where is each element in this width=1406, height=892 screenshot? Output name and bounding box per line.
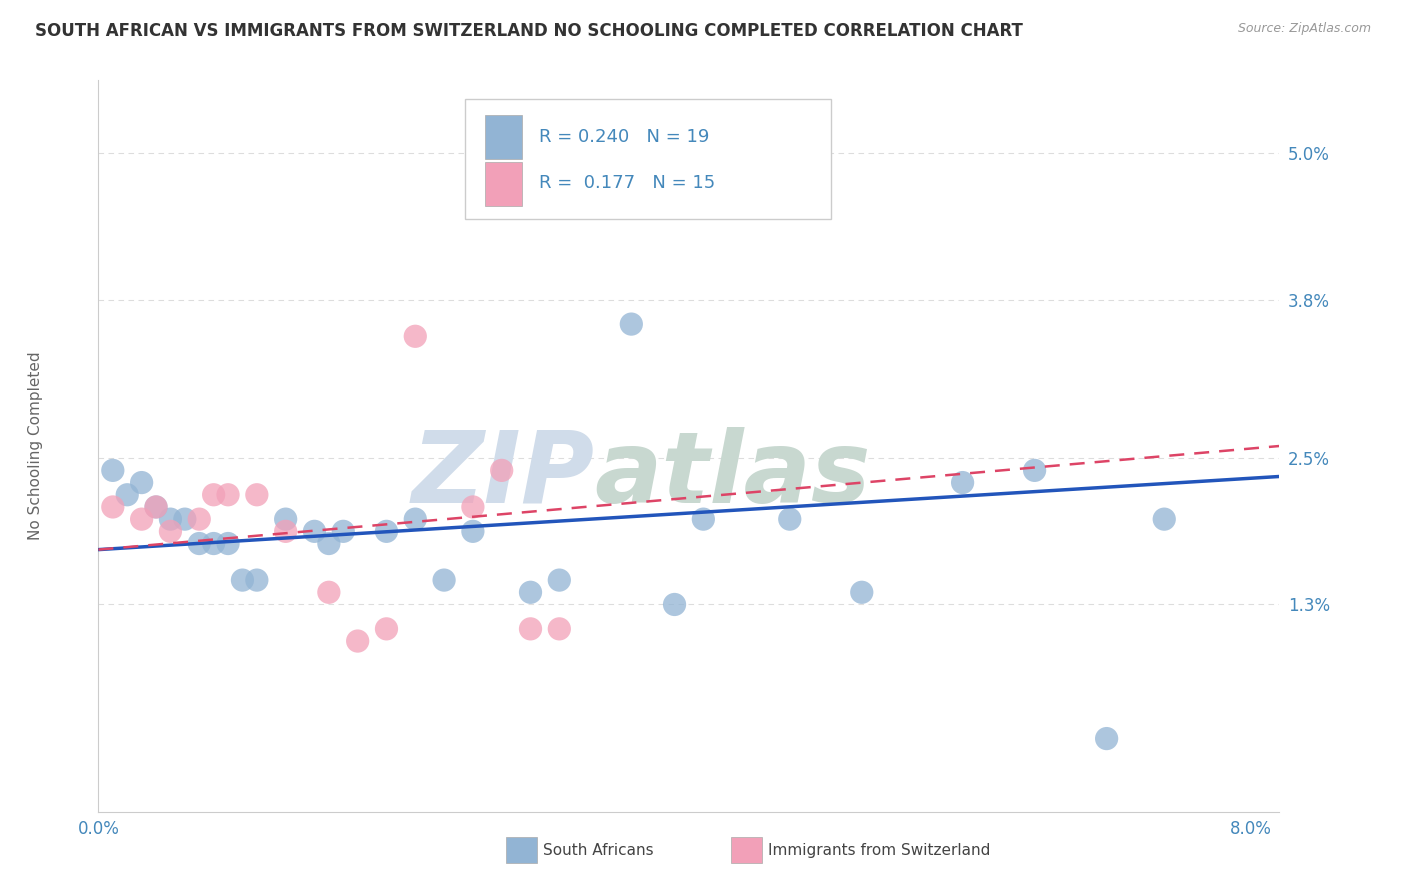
- Point: [692, 512, 714, 526]
- Point: [101, 463, 124, 477]
- Point: [952, 475, 974, 490]
- Point: [217, 488, 239, 502]
- Point: [159, 524, 181, 539]
- Point: [1153, 512, 1175, 526]
- Point: [851, 585, 873, 599]
- Text: No Schooling Completed: No Schooling Completed: [28, 351, 42, 541]
- Point: [548, 573, 571, 587]
- Point: [115, 488, 138, 502]
- Point: [620, 317, 643, 331]
- Bar: [485, 162, 523, 206]
- Point: [131, 512, 153, 526]
- Text: atlas: atlas: [595, 426, 870, 524]
- Text: R = 0.240   N = 19: R = 0.240 N = 19: [538, 128, 709, 145]
- Point: [346, 634, 368, 648]
- Point: [188, 536, 211, 550]
- Point: [519, 585, 541, 599]
- FancyBboxPatch shape: [464, 99, 831, 219]
- Point: [231, 573, 253, 587]
- Text: South Africans: South Africans: [543, 843, 654, 857]
- Point: [274, 524, 297, 539]
- Point: [304, 524, 326, 539]
- Point: [1095, 731, 1118, 746]
- Point: [779, 512, 801, 526]
- Point: [519, 622, 541, 636]
- Text: SOUTH AFRICAN VS IMMIGRANTS FROM SWITZERLAND NO SCHOOLING COMPLETED CORRELATION : SOUTH AFRICAN VS IMMIGRANTS FROM SWITZER…: [35, 22, 1024, 40]
- Point: [217, 536, 239, 550]
- Point: [145, 500, 167, 514]
- Point: [318, 585, 340, 599]
- Point: [491, 463, 513, 477]
- Point: [101, 500, 124, 514]
- Point: [318, 536, 340, 550]
- Point: [173, 512, 195, 526]
- Bar: [485, 115, 523, 160]
- Point: [461, 500, 484, 514]
- Text: R =  0.177   N = 15: R = 0.177 N = 15: [538, 175, 716, 193]
- Point: [404, 512, 426, 526]
- Point: [246, 573, 269, 587]
- Point: [375, 622, 398, 636]
- Point: [461, 524, 484, 539]
- Text: Immigrants from Switzerland: Immigrants from Switzerland: [768, 843, 990, 857]
- Point: [246, 488, 269, 502]
- Point: [404, 329, 426, 343]
- Point: [375, 524, 398, 539]
- Point: [159, 512, 181, 526]
- Point: [202, 488, 225, 502]
- Point: [664, 598, 686, 612]
- Point: [188, 512, 211, 526]
- Text: ZIP: ZIP: [412, 426, 595, 524]
- Point: [145, 500, 167, 514]
- Point: [332, 524, 354, 539]
- Point: [131, 475, 153, 490]
- Point: [548, 622, 571, 636]
- Point: [274, 512, 297, 526]
- Point: [433, 573, 456, 587]
- Text: Source: ZipAtlas.com: Source: ZipAtlas.com: [1237, 22, 1371, 36]
- Point: [202, 536, 225, 550]
- Point: [1024, 463, 1046, 477]
